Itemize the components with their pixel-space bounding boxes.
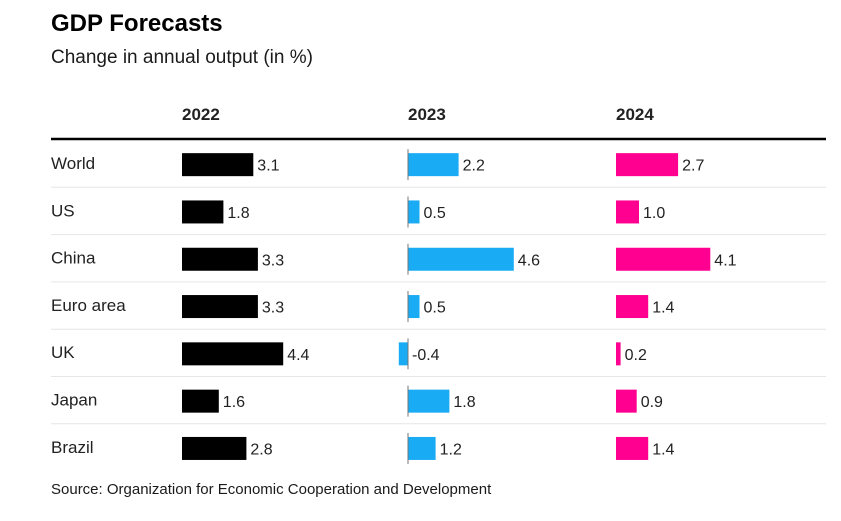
value-label-2024-world: 2.7 xyxy=(682,158,704,175)
value-label-2022-brazil: 2.8 xyxy=(250,441,272,458)
bar-2022-uk xyxy=(182,342,284,366)
value-label-2023-uk: -0.4 xyxy=(412,347,440,364)
row-label-us: US xyxy=(51,201,75,220)
bar-2024-uk xyxy=(616,342,621,366)
value-label-2023-brazil: 1.2 xyxy=(440,441,462,458)
value-label-2022-china: 3.3 xyxy=(262,252,284,269)
bar-2023-japan xyxy=(408,389,450,413)
bar-2024-brazil xyxy=(616,436,649,460)
bar-2023-euro-area xyxy=(408,295,420,319)
value-label-2022-world: 3.1 xyxy=(257,158,279,175)
value-label-2024-brazil: 1.4 xyxy=(652,441,674,458)
value-label-2022-us: 1.8 xyxy=(227,205,249,222)
bar-2024-china xyxy=(616,247,711,271)
bar-2022-us xyxy=(182,200,224,224)
value-label-2023-japan: 1.8 xyxy=(453,394,475,411)
bar-2023-brazil xyxy=(408,436,436,460)
bar-2022-brazil xyxy=(182,436,247,460)
bar-2024-euro-area xyxy=(616,295,649,319)
value-label-2024-us: 1.0 xyxy=(643,205,665,222)
value-label-2023-world: 2.2 xyxy=(463,158,485,175)
row-label-japan: Japan xyxy=(51,391,97,410)
row-label-uk: UK xyxy=(51,343,75,362)
value-label-2023-china: 4.6 xyxy=(518,252,540,269)
value-label-2024-euro-area: 1.4 xyxy=(652,300,674,317)
source-note: Source: Organization for Economic Cooper… xyxy=(51,481,492,498)
bar-2023-world xyxy=(408,153,459,177)
bar-2024-world xyxy=(616,153,679,177)
row-label-china: China xyxy=(51,249,96,268)
column-header-2023: 2023 xyxy=(408,105,446,124)
bar-2024-japan xyxy=(616,389,637,413)
value-label-2022-euro-area: 3.3 xyxy=(262,300,284,317)
value-label-2024-japan: 0.9 xyxy=(641,394,663,411)
value-label-2023-us: 0.5 xyxy=(424,205,446,222)
chart-title: GDP Forecasts xyxy=(51,10,223,37)
chart-subtitle: Change in annual output (in %) xyxy=(51,47,313,68)
value-label-2022-japan: 1.6 xyxy=(223,394,245,411)
bar-2022-euro-area xyxy=(182,295,258,319)
bar-2024-us xyxy=(616,200,639,224)
bar-2022-world xyxy=(182,153,254,177)
bar-2022-china xyxy=(182,247,258,271)
row-label-brazil: Brazil xyxy=(51,438,94,457)
value-label-2023-euro-area: 0.5 xyxy=(424,300,446,317)
value-label-2022-uk: 4.4 xyxy=(287,347,309,364)
bar-2022-japan xyxy=(182,389,219,413)
row-label-world: World xyxy=(51,154,95,173)
value-label-2024-uk: 0.2 xyxy=(625,347,647,364)
bar-2023-us xyxy=(408,200,420,224)
row-label-euro-area: Euro area xyxy=(51,296,126,315)
bar-2023-china xyxy=(408,247,514,271)
column-header-2022: 2022 xyxy=(182,105,220,124)
value-label-2024-china: 4.1 xyxy=(714,252,736,269)
bar-2023-uk xyxy=(398,342,408,366)
column-header-2024: 2024 xyxy=(616,105,654,124)
